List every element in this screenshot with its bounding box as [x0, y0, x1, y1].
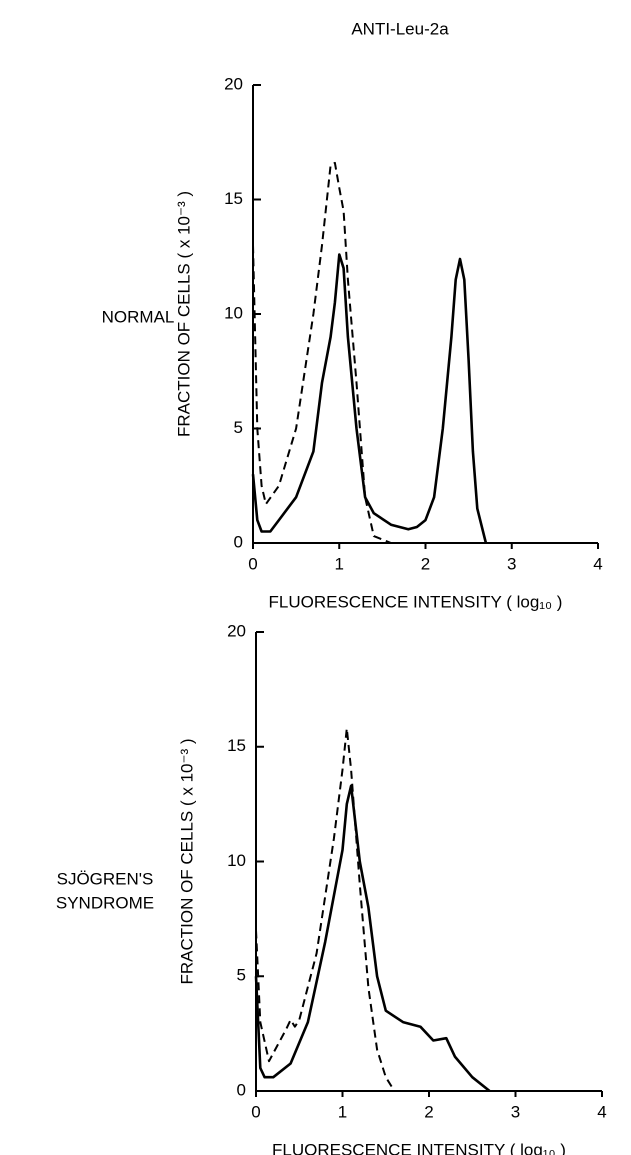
x-tick-label: 3	[507, 554, 516, 573]
x-tick-label: 4	[593, 554, 602, 573]
line	[251, 253, 488, 544]
x-tick-label: 1	[335, 554, 344, 573]
line	[254, 784, 491, 1093]
x-tick-label: 0	[251, 1102, 260, 1121]
y-tick-label: 10	[224, 303, 243, 322]
x-tick-label: 3	[511, 1102, 520, 1121]
y-axis-label: FRACTION OF CELLS ( x 10⁻³ )	[177, 738, 196, 984]
x-tick-label: 0	[248, 554, 257, 573]
y-tick-label: 15	[227, 736, 246, 755]
y-tick-label: 10	[227, 851, 246, 870]
y-tick-label: 5	[237, 966, 246, 985]
x-tick-label: 2	[421, 554, 430, 573]
y-axis-label: FRACTION OF CELLS ( x 10⁻³ )	[174, 191, 193, 437]
y-tick-label: 20	[227, 621, 246, 640]
line	[252, 161, 392, 544]
panel-label: NORMAL	[102, 307, 175, 326]
x-tick-label: 4	[597, 1102, 606, 1121]
y-tick-label: 0	[237, 1080, 246, 1099]
x-tick-label: 1	[338, 1102, 347, 1121]
y-tick-label: 20	[224, 74, 243, 93]
chart-title: ANTI-Leu-2a	[351, 19, 449, 38]
x-tick-label: 2	[424, 1102, 433, 1121]
x-axis-label: FLUORESCENCE INTENSITY ( log₁₀ )	[272, 1140, 566, 1155]
line	[255, 727, 396, 1092]
panel-label: SYNDROME	[56, 893, 154, 912]
panel-label: SJÖGREN'S	[57, 869, 154, 888]
y-tick-label: 0	[234, 532, 243, 551]
y-tick-label: 15	[224, 189, 243, 208]
y-tick-label: 5	[234, 418, 243, 437]
x-axis-label: FLUORESCENCE INTENSITY ( log₁₀ )	[269, 592, 563, 611]
